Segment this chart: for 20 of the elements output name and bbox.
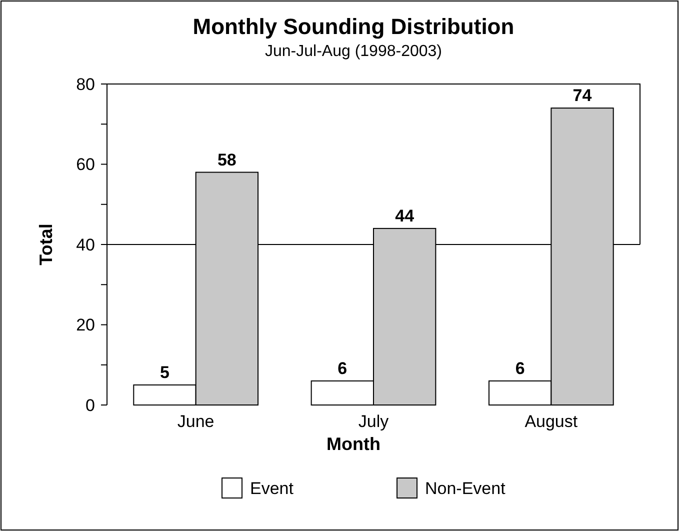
y-tick-label: 0 <box>86 396 95 415</box>
x-tick-label: August <box>524 412 578 431</box>
data-label: 44 <box>395 206 415 226</box>
legend-label: Non-Event <box>425 478 506 498</box>
chart-title: Monthly Sounding Distribution <box>192 14 514 39</box>
y-tick-label: 60 <box>76 155 95 174</box>
x-axis-title: Month <box>326 434 380 454</box>
chart-subtitle: Jun-Jul-Aug (1998-2003) <box>265 43 442 60</box>
data-label: 5 <box>160 362 170 382</box>
y-tick-label: 40 <box>76 235 95 254</box>
x-tick-label: July <box>358 412 390 431</box>
y-tick-label: 20 <box>76 316 95 335</box>
x-tick-label: June <box>177 412 214 431</box>
data-label: 58 <box>217 150 236 170</box>
data-label: 74 <box>572 86 592 106</box>
data-label: 6 <box>338 358 348 378</box>
data-label: 6 <box>515 358 525 378</box>
y-axis-title: Total <box>36 224 56 266</box>
legend-label: Event <box>250 478 294 498</box>
y-tick-label: 80 <box>76 74 95 94</box>
